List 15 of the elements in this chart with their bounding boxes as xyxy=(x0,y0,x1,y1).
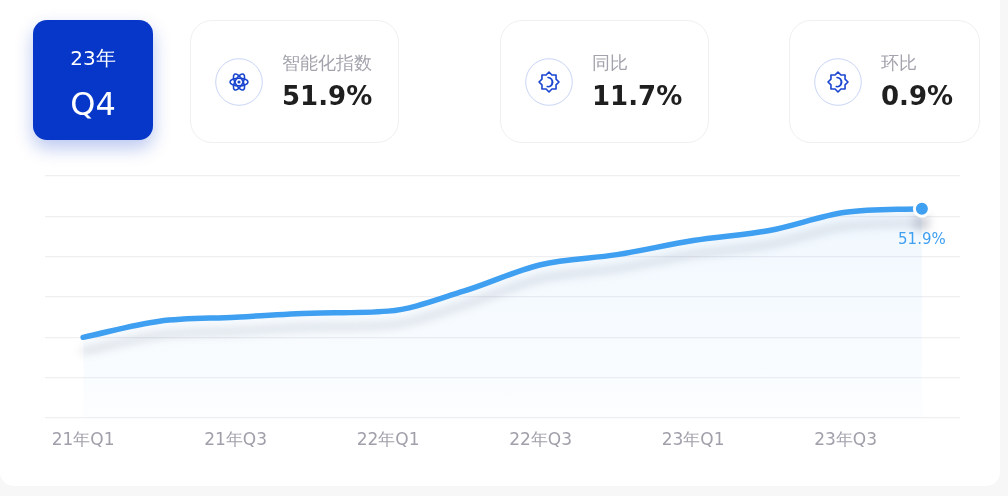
text: 51.9% xyxy=(282,79,373,113)
x-tick-label: 22年Q3 xyxy=(509,428,573,449)
x-tick-label: 22年Q1 xyxy=(356,428,420,449)
data-label: 51.9% xyxy=(898,229,946,248)
x-tick-label: 21年Q1 xyxy=(51,428,115,449)
text: 同比 xyxy=(592,50,629,75)
x-tick-label: 21年Q3 xyxy=(204,428,268,449)
x-tick-label: 23年Q1 xyxy=(661,428,725,449)
text: Q4 xyxy=(69,84,117,124)
text: 11.7% xyxy=(592,79,683,113)
x-tick-label: 23年Q3 xyxy=(814,428,878,449)
text: 0.9% xyxy=(881,79,954,113)
text: 智能化指数 xyxy=(282,50,373,75)
text: 环比 xyxy=(881,50,918,75)
text: 23年 xyxy=(69,45,117,71)
